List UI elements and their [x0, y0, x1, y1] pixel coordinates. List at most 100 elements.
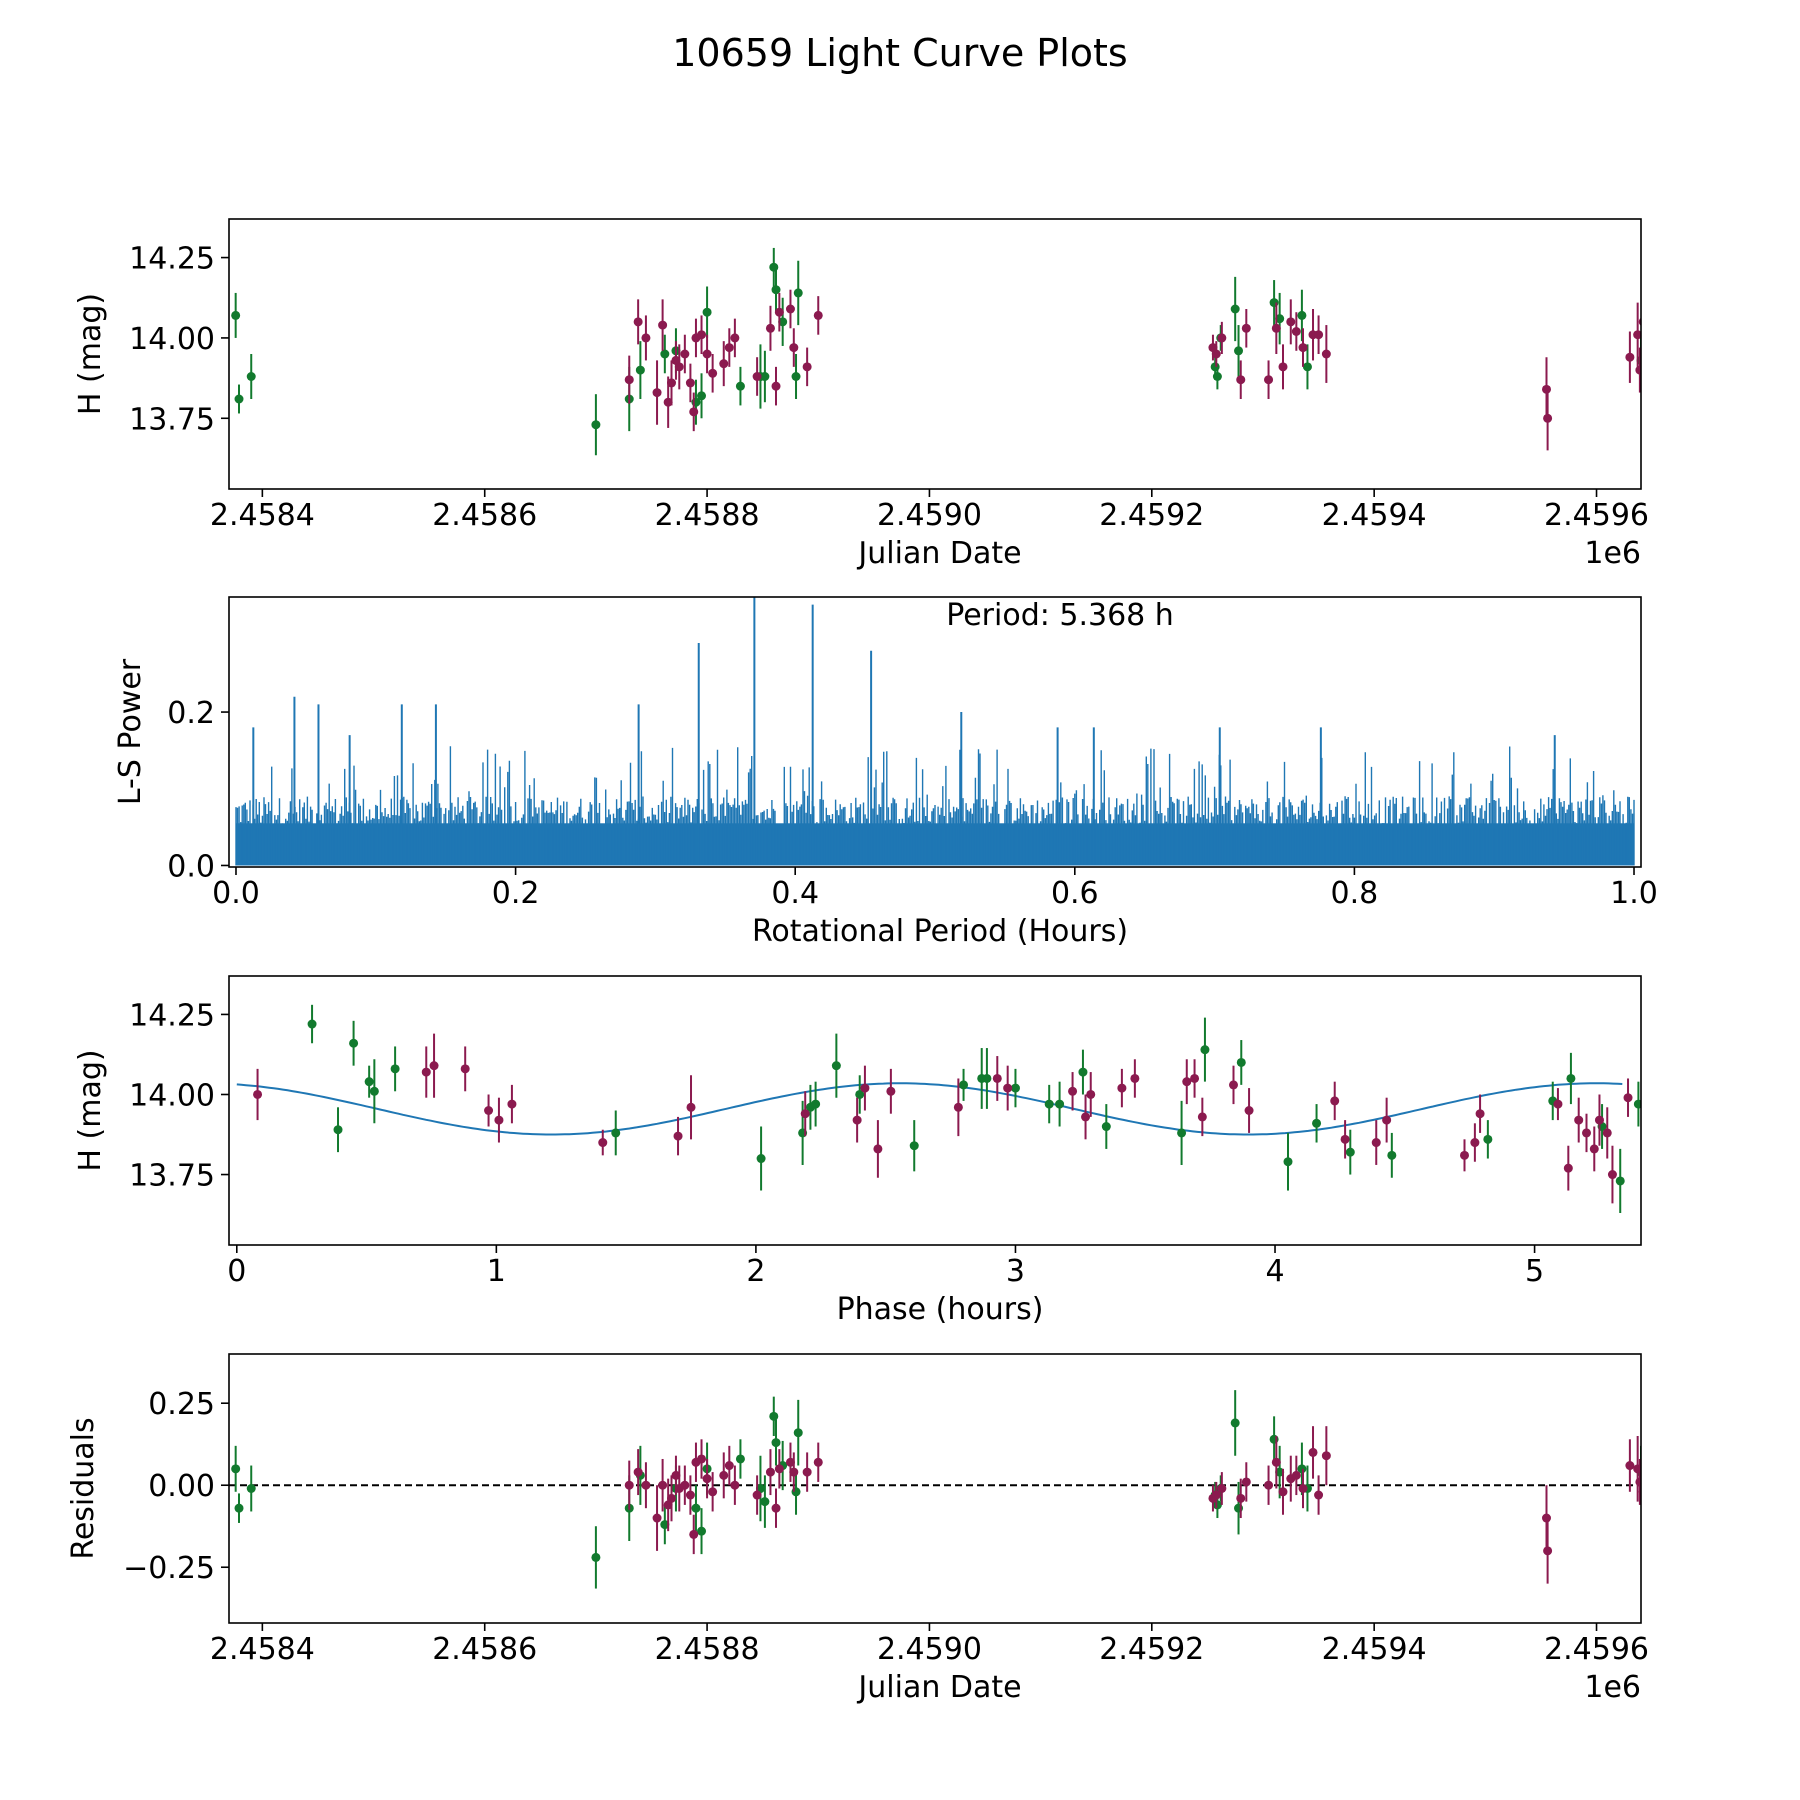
data-point	[633, 317, 643, 327]
data-point	[1236, 1057, 1246, 1067]
data-point	[1297, 310, 1307, 320]
data-point	[635, 365, 645, 375]
data-point	[1594, 1115, 1604, 1125]
data-point	[691, 1503, 701, 1513]
data-point	[1553, 1099, 1563, 1109]
x-tick-label: 3	[1006, 1254, 1025, 1289]
data-point	[769, 1411, 779, 1421]
data-point	[697, 391, 707, 401]
data-point	[429, 1061, 439, 1071]
phased-frame	[228, 975, 1642, 1246]
data-point	[667, 378, 677, 388]
data-point	[771, 1503, 781, 1513]
y-tick-label: 0.2	[167, 696, 215, 731]
data-point	[702, 307, 712, 317]
data-point	[484, 1106, 494, 1115]
data-point	[1623, 1093, 1633, 1103]
data-point	[652, 1513, 662, 1523]
data-point	[1638, 317, 1641, 326]
x-tick-label: 2.4584	[210, 1632, 315, 1667]
data-point	[685, 378, 695, 388]
lightcurve-panel: 2.4584 2.4586 2.4588 2.4590 2.4592 2.4594 2.45…	[73, 218, 1649, 571]
period-annotation: Period: 5.368 h	[946, 598, 1174, 633]
data-point	[364, 1077, 374, 1087]
data-point	[641, 1480, 651, 1490]
data-point	[624, 375, 634, 385]
data-point	[1321, 1451, 1331, 1461]
data-point	[909, 1141, 919, 1151]
y-tick-label: 0.00	[148, 1469, 215, 1504]
data-point	[1615, 1176, 1625, 1186]
data-point	[724, 1461, 734, 1471]
data-point	[680, 349, 690, 359]
data-point	[1541, 384, 1551, 394]
data-point	[1635, 1477, 1641, 1487]
x-tick-label: 0.2	[492, 876, 540, 911]
data-point	[702, 349, 712, 359]
data-point	[1275, 314, 1285, 324]
y-tick-label: 14.25	[129, 998, 215, 1033]
x-tick-label: 5	[1525, 1254, 1544, 1289]
data-point	[886, 1086, 896, 1096]
periodogram-line	[235, 746, 1635, 866]
data-point	[1298, 343, 1308, 353]
data-point	[785, 304, 795, 314]
data-point	[1271, 1457, 1281, 1467]
data-point	[708, 1487, 718, 1497]
data-point	[652, 388, 662, 398]
data-point	[873, 1144, 883, 1154]
data-point	[1177, 1128, 1187, 1138]
data-point	[624, 1480, 634, 1490]
data-point	[771, 1438, 781, 1448]
y-tick-label: 13.75	[129, 1159, 215, 1194]
y-axis-label: H (mag)	[73, 1049, 108, 1171]
data-point	[793, 1428, 803, 1438]
x-offset-label: 1e6	[1584, 536, 1641, 571]
data-point	[774, 1464, 784, 1474]
data-point	[663, 397, 673, 407]
data-point	[697, 330, 707, 340]
data-point	[1197, 1112, 1207, 1122]
data-point	[1602, 1128, 1612, 1138]
data-point	[697, 1454, 707, 1464]
data-point	[507, 1099, 517, 1109]
data-point	[1314, 1490, 1324, 1500]
data-point	[1211, 349, 1221, 359]
y-tick-label: −0.25	[123, 1551, 215, 1586]
x-tick-label: 2.4596	[1544, 498, 1649, 533]
data-point	[719, 1470, 729, 1480]
data-point	[1475, 1109, 1485, 1119]
data-point	[791, 372, 801, 381]
y-tick-label: 13.75	[129, 402, 215, 437]
data-point	[658, 320, 668, 330]
data-point	[1297, 1464, 1307, 1474]
data-point	[1217, 333, 1227, 343]
x-tick-label: 2.4588	[655, 498, 760, 533]
data-point	[1387, 1150, 1397, 1160]
data-point	[789, 1467, 799, 1477]
data-point	[992, 1073, 1002, 1083]
data-point	[1055, 1099, 1065, 1109]
y-tick-label: 0.0	[167, 849, 215, 884]
data-point	[369, 1086, 379, 1096]
data-point	[1345, 1147, 1355, 1157]
data-point	[860, 1083, 870, 1093]
data-point	[231, 310, 241, 320]
x-tick-label: 2.4588	[655, 1632, 760, 1667]
x-tick-label: 4	[1265, 1254, 1284, 1289]
data-point	[831, 1061, 841, 1071]
data-point	[953, 1102, 963, 1112]
lightcurve-plot-area	[231, 247, 1641, 456]
residuals-frame	[228, 1353, 1642, 1624]
x-tick-label: 2.4594	[1322, 1632, 1427, 1667]
data-point	[1217, 1484, 1227, 1493]
data-point	[641, 333, 651, 343]
y-axis-label: Residuals	[66, 1417, 101, 1559]
x-tick-label: 2.4596	[1544, 1632, 1649, 1667]
data-point	[793, 288, 803, 298]
x-tick-label: 2	[746, 1254, 765, 1289]
data-point	[1212, 372, 1222, 381]
data-point	[667, 1493, 677, 1503]
data-point	[1298, 1484, 1308, 1493]
data-point	[1460, 1150, 1469, 1160]
